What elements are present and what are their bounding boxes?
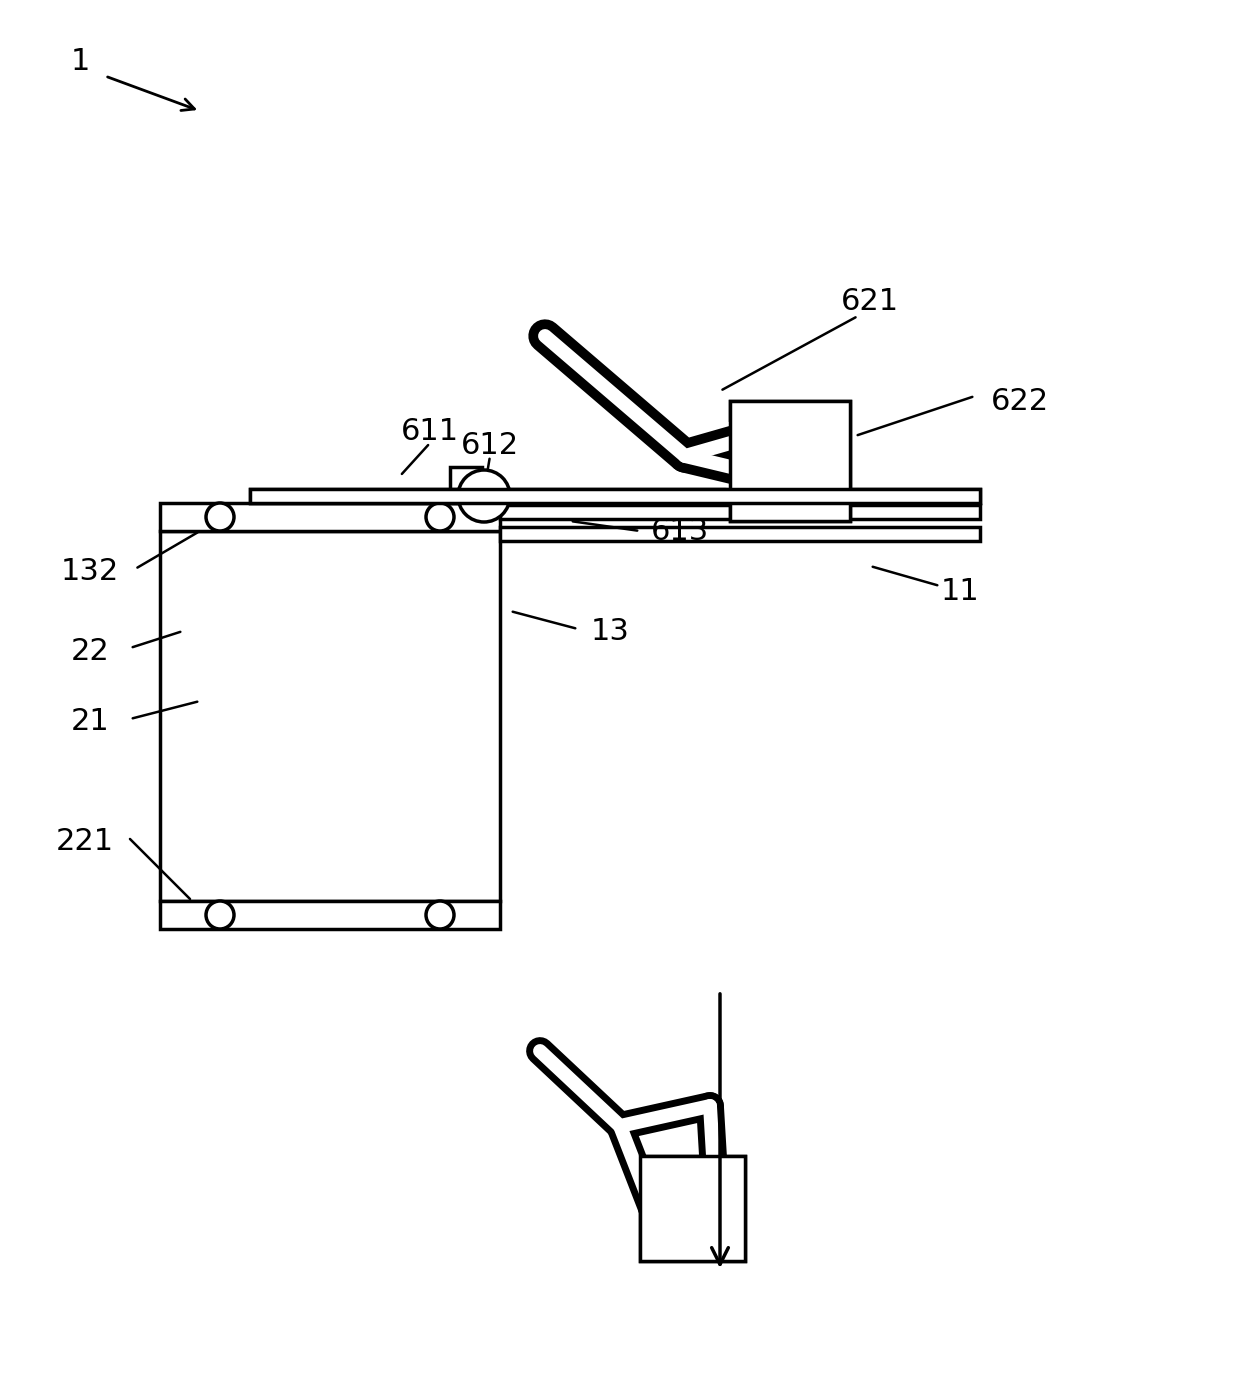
Bar — [730, 401, 849, 522]
Circle shape — [427, 901, 454, 929]
Text: 132: 132 — [61, 556, 119, 586]
Text: 21: 21 — [71, 707, 109, 736]
Bar — [500, 527, 980, 541]
Bar — [160, 504, 500, 531]
Circle shape — [206, 901, 234, 929]
Bar — [640, 1156, 745, 1262]
Bar — [160, 901, 500, 929]
Text: 611: 611 — [401, 416, 459, 445]
Text: 612: 612 — [461, 431, 520, 460]
Text: 622: 622 — [991, 387, 1049, 416]
Text: 621: 621 — [841, 287, 899, 316]
Circle shape — [458, 470, 510, 522]
Bar — [500, 505, 980, 519]
Bar — [450, 467, 482, 490]
Text: 22: 22 — [71, 637, 109, 665]
Text: 613: 613 — [651, 516, 709, 545]
Text: 11: 11 — [941, 576, 980, 605]
Text: 13: 13 — [590, 616, 630, 645]
Bar — [250, 490, 980, 504]
Bar — [250, 490, 980, 504]
Bar — [730, 401, 849, 522]
Circle shape — [427, 504, 454, 531]
Text: 221: 221 — [56, 826, 114, 855]
Bar — [160, 531, 500, 901]
Circle shape — [206, 504, 234, 531]
Bar — [640, 1156, 745, 1262]
Text: 1: 1 — [71, 46, 89, 75]
